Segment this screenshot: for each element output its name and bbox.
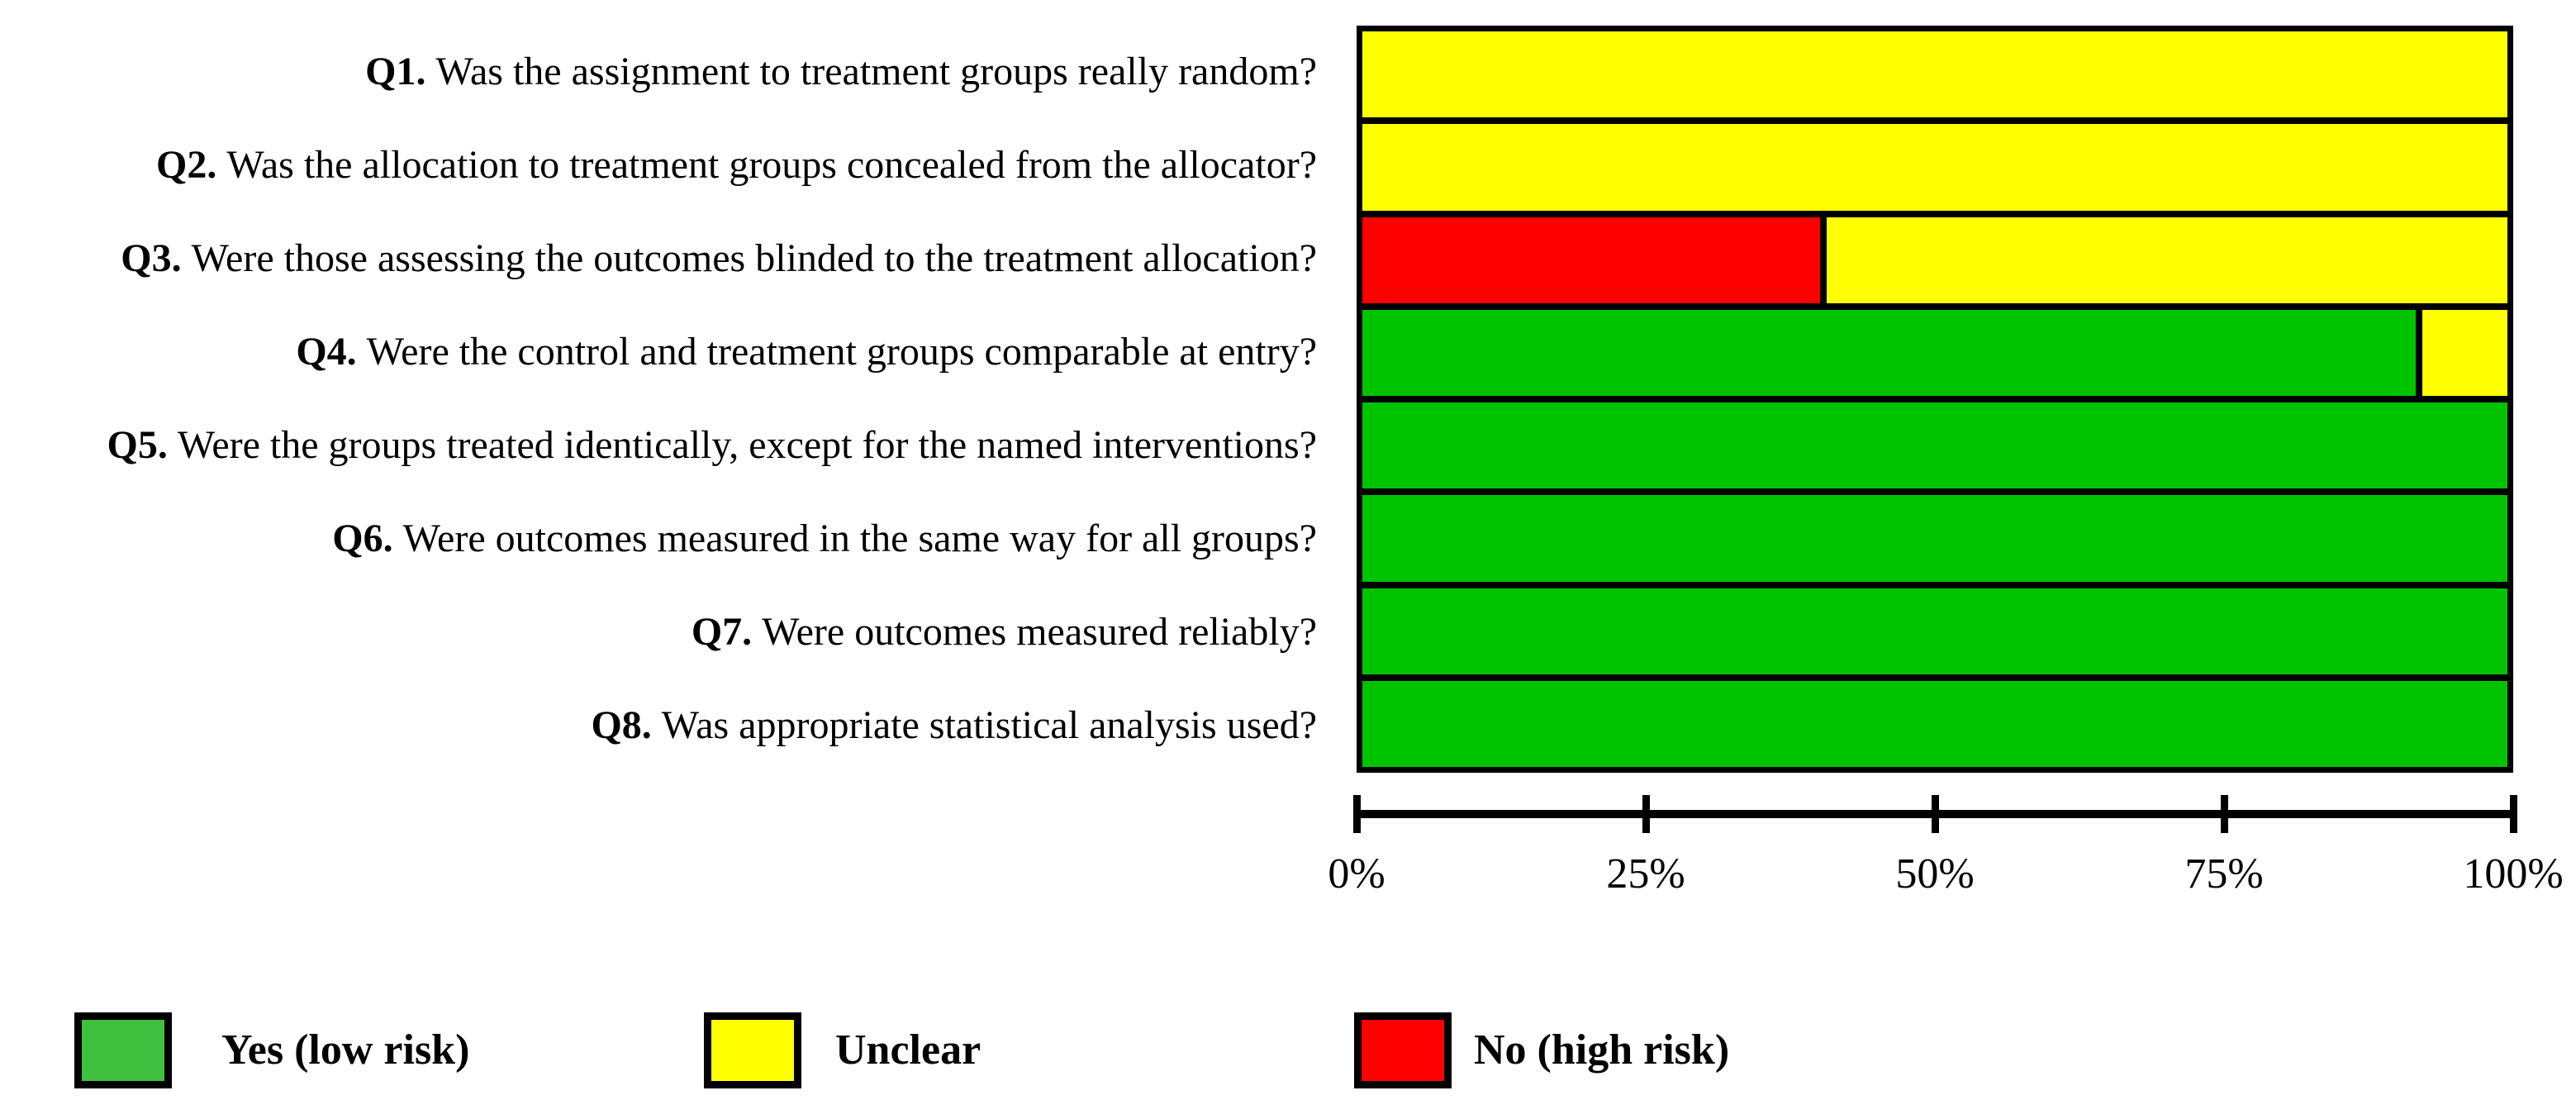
x-axis-tick [2221,795,2228,833]
question-label: Q5. Were the groups treated identically,… [107,423,1317,468]
question-label: Q2. Was the allocation to treatment grou… [156,143,1317,188]
question-number: Q2. [156,143,217,188]
x-axis-tick-label: 75% [2184,850,2264,898]
bars-area [1357,26,2513,773]
question-label: Q7. Were outcomes measured reliably? [691,610,1317,655]
bar-row [1362,31,2507,118]
bar-segment-unclear [1362,31,2507,118]
legend-swatch-unclear [704,1012,801,1088]
bar-row [1362,396,2507,489]
bar-segment-no [1362,217,1821,303]
question-number: Q6. [332,517,393,561]
question-label: Q1. Was the assignment to treatment grou… [365,50,1317,94]
bar-segment-unclear [1362,124,2507,211]
bar-row [1362,302,2507,396]
bar-row [1362,488,2507,582]
bar-row [1362,117,2507,211]
x-axis-tick-label: 0% [1328,850,1385,898]
question-label: Q8. Was appropriate statistical analysis… [591,703,1317,748]
x-axis-tick [2510,795,2517,833]
question-number: Q8. [591,703,652,748]
question-number: Q7. [691,610,753,655]
question-label: Q6. Were outcomes measured in the same w… [332,517,1317,561]
bar-row [1362,674,2507,767]
question-number: Q5. [107,423,168,468]
bar-segment-yes [1362,309,2417,396]
x-axis-tick-label: 100% [2463,850,2564,898]
x-axis-tick [1932,795,1939,833]
bar-segment-yes [1362,680,2507,767]
question-labels: Q1. Was the assignment to treatment grou… [0,26,1337,773]
legend-label-no: No (high risk) [1474,1026,1730,1074]
bar-row [1362,210,2507,303]
x-axis-tick-label: 25% [1606,850,1685,898]
x-axis-tick-label: 50% [1895,850,1975,898]
bar-row [1362,581,2507,674]
legend-label-unclear: Unclear [835,1026,981,1074]
bar-segment-yes [1362,402,2507,489]
legend-swatch-no [1354,1012,1452,1088]
bar-segment-unclear [1820,217,2507,303]
question-number: Q4. [296,330,357,374]
legend-swatch-yes [74,1012,172,1088]
bar-segment-unclear [2416,309,2507,396]
bar-segment-yes [1362,495,2507,582]
question-number: Q3. [121,236,182,281]
legend-label-yes: Yes (low risk) [221,1026,470,1074]
x-axis-tick [1642,795,1650,833]
question-number: Q1. [365,50,426,94]
bar-segment-yes [1362,588,2507,674]
x-axis-tick [1353,795,1361,833]
question-label: Q3. Were those assessing the outcomes bl… [121,236,1317,281]
question-label: Q4. Were the control and treatment group… [296,330,1317,374]
